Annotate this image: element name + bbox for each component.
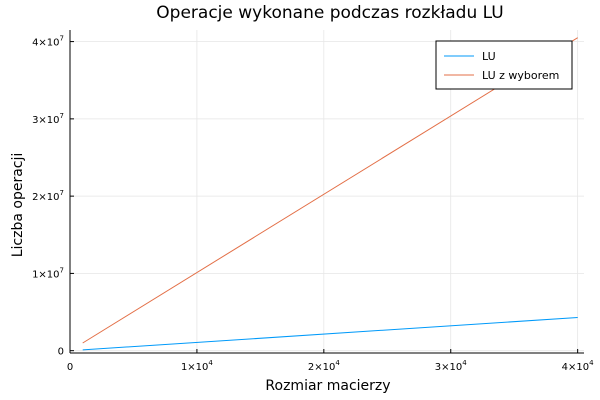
y-axis-label: Liczba operacji — [10, 153, 26, 258]
ticks-layer: 0 1×104 2×104 3×104 4×104 0 1×107 2×107 3×107 4×1… — [32, 35, 594, 373]
x-tick-label: 0 — [67, 362, 73, 373]
y-tick-label: 4×107 — [32, 35, 64, 49]
chart-title: Operacje wykonane podczas rozkładu LU — [156, 3, 503, 23]
x-axis-label: Rozmiar macierzy — [265, 378, 390, 394]
axes-layer — [69, 30, 584, 354]
y-tick-label: 2×107 — [32, 189, 64, 203]
y-tick-label: 3×107 — [32, 112, 64, 126]
y-tick-label: 0 — [58, 347, 64, 358]
x-tick-label: 1×104 — [181, 359, 213, 373]
y-tick-label: 1×107 — [32, 266, 64, 280]
x-tick-label: 4×104 — [562, 359, 594, 373]
series-line-lu — [82, 317, 578, 351]
x-tick-label: 2×104 — [308, 359, 340, 373]
x-tick-label: 3×104 — [435, 359, 467, 373]
legend: LU LU z wyborem — [435, 40, 573, 90]
legend-label: LU — [482, 50, 496, 63]
legend-label: LU z wyborem — [482, 69, 559, 82]
legend-box — [435, 40, 573, 90]
